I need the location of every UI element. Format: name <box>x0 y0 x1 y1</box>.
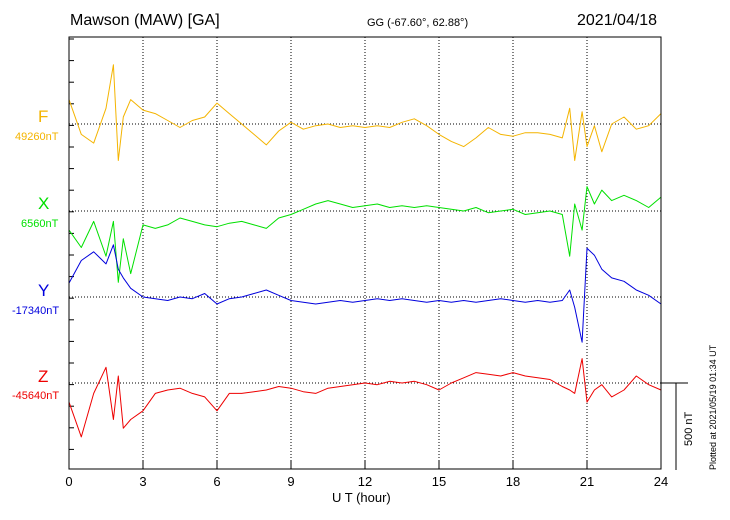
x-tick-label: 3 <box>139 474 146 489</box>
x-tick-label: 12 <box>358 474 372 489</box>
series-label-f: F <box>38 107 49 126</box>
series-line-x <box>68 186 662 283</box>
x-tick-label: 9 <box>287 474 294 489</box>
x-axis-label: U T (hour) <box>332 490 391 505</box>
x-tick-label: 0 <box>65 474 72 489</box>
station-title: Mawson (MAW) [GA] <box>70 12 220 29</box>
plotted-timestamp: Plotted at 2021/05/19 01:34 UT <box>708 344 718 470</box>
series-line-z <box>68 358 662 438</box>
x-tick-label: 24 <box>654 474 668 489</box>
series-label-y: Y <box>38 281 50 300</box>
geographic-coordinates: GG (-67.60°, 62.88°) <box>367 17 469 29</box>
baseline-label-x: 6560nT <box>21 218 59 230</box>
scale-bar-label: 500 nT <box>683 411 695 446</box>
x-tick-label: 15 <box>432 474 446 489</box>
baseline-label-z: -45640nT <box>12 390 60 402</box>
x-tick-label: 6 <box>213 474 220 489</box>
baseline-label-y: -17340nT <box>12 305 60 317</box>
series-label-x: X <box>38 194 50 213</box>
plot-date: 2021/04/18 <box>577 12 658 29</box>
series-label-z: Z <box>38 367 49 386</box>
x-tick-label: 18 <box>506 474 520 489</box>
baseline-label-f: 49260nT <box>15 131 59 143</box>
series-line-f <box>68 64 662 161</box>
x-tick-label: 21 <box>580 474 594 489</box>
series-line-y <box>68 244 662 343</box>
